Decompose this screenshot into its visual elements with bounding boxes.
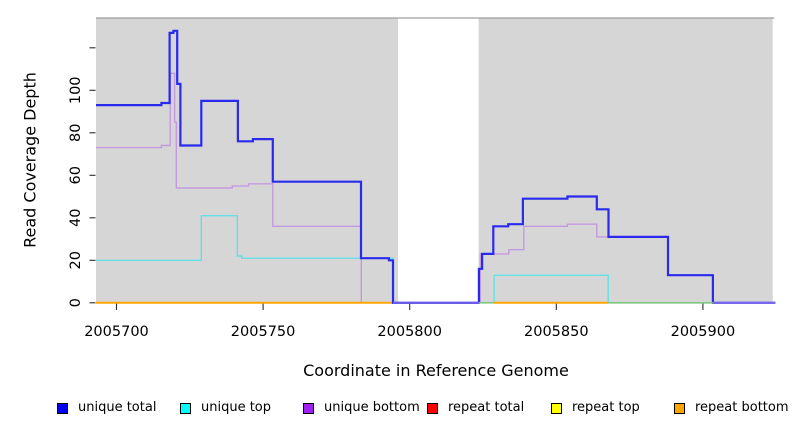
legend-label: repeat bottom: [695, 400, 789, 415]
y-axis-title: Read Coverage Depth: [20, 72, 40, 248]
y-tick-label: 20: [68, 251, 84, 269]
legend-label: unique top: [201, 400, 272, 415]
x-tick-label: 2005850: [524, 324, 589, 340]
legend-item-repeat-bottom: repeat bottom: [674, 400, 789, 416]
unique-bottom-swatch-icon: [303, 402, 314, 414]
shaded-region: [96, 18, 398, 303]
repeat-total-swatch-icon: [427, 402, 438, 414]
y-tick-label: 0: [68, 298, 84, 307]
x-axis-title: Coordinate in Reference Genome: [303, 361, 569, 380]
y-tick-label: 100: [68, 76, 84, 104]
x-tick-label: 2005800: [377, 324, 442, 340]
x-tick-label: 2005900: [671, 324, 736, 340]
legend-item-repeat-top: repeat top: [551, 400, 640, 416]
series-unique-bottom: [96, 72, 776, 304]
repeat-top-swatch-icon: [551, 402, 562, 414]
x-tick-label: 2005700: [84, 324, 149, 340]
legend: unique total unique top unique bottom re…: [0, 400, 792, 420]
series-unique-top: [96, 215, 776, 304]
unique-total-swatch-icon: [57, 402, 68, 414]
shaded-region: [478, 18, 773, 303]
y-tick-label: 40: [68, 209, 84, 227]
legend-label: repeat top: [572, 400, 640, 415]
legend-item-repeat-total: repeat total: [427, 400, 524, 416]
series-unique-total: [96, 29, 776, 304]
legend-label: unique bottom: [324, 400, 420, 415]
y-tick-label: 60: [68, 166, 84, 184]
legend-label: unique total: [78, 400, 157, 415]
repeat-bottom-swatch-icon: [674, 402, 685, 414]
legend-item-unique-bottom: unique bottom: [303, 400, 420, 416]
y-tick-label: 80: [68, 124, 84, 142]
x-tick-label: 2005750: [231, 324, 296, 340]
unique-top-swatch-icon: [180, 402, 191, 414]
legend-label: repeat total: [448, 400, 525, 415]
legend-item-unique-top: unique top: [180, 400, 271, 416]
legend-item-unique-total: unique total: [57, 400, 156, 416]
